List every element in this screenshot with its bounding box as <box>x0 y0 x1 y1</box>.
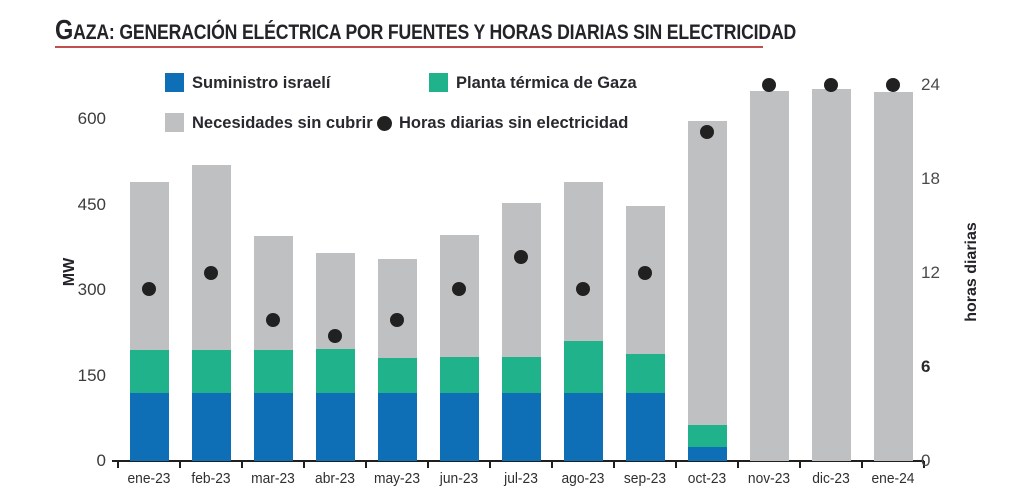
hours-dot-may-23 <box>390 312 404 327</box>
legend-swatch-unmet <box>165 113 184 132</box>
legend-label-unmet: Necesidades sin cubrir <box>192 114 373 132</box>
bar-sep-23-planta-t-rmica-de-gaza <box>625 353 665 393</box>
bar-ene-23-planta-t-rmica-de-gaza <box>129 349 169 393</box>
x-tick-mar-23: mar-23 <box>251 470 295 487</box>
bar-ene-23-necesidades-sin-cubrir <box>129 181 169 350</box>
right-tick-0: 0 <box>921 451 931 470</box>
x-axis-tick <box>551 461 553 468</box>
hours-dot-jul-23 <box>514 250 528 265</box>
left-tick-600: 600 <box>77 109 106 128</box>
hours-dot-abr-23 <box>328 328 342 343</box>
bar-abr-23-planta-t-rmica-de-gaza <box>315 349 355 393</box>
left-tick-0: 0 <box>96 451 106 470</box>
x-tick-abr-23: abr-23 <box>315 470 355 487</box>
legend-label-israeli: Suministro israelí <box>192 74 331 92</box>
bar-jun-23-necesidades-sin-cubrir <box>439 234 479 358</box>
legend-label-hours: Horas diarias sin electricidad <box>399 114 629 132</box>
x-axis-tick <box>365 461 367 468</box>
bar-jul-23-necesidades-sin-cubrir <box>501 202 541 357</box>
bar-may-23-planta-t-rmica-de-gaza <box>377 358 417 393</box>
left-tick-150: 150 <box>77 365 106 385</box>
right-tick-6: 6 <box>921 356 931 376</box>
left-tick-300: 300 <box>77 280 106 299</box>
right-tick-18: 18 <box>921 168 940 188</box>
hours-dot-oct-23 <box>700 124 714 139</box>
legend-swatch-israeli <box>165 73 184 92</box>
x-tick-sep-23: sep-23 <box>623 470 667 487</box>
bar-oct-23-necesidades-sin-cubrir <box>687 121 727 426</box>
x-tick-ene-24: ene-24 <box>871 470 915 487</box>
x-axis-tick <box>737 461 739 468</box>
chart-title-text: AZA: GENERACIÓN ELÉCTRICA POR FUENTES Y … <box>73 21 797 44</box>
bar-jun-23-planta-t-rmica-de-gaza <box>439 357 479 393</box>
x-tick-oct-23: oct-23 <box>687 470 727 487</box>
bar-may-23-suministro-israel- <box>377 392 417 461</box>
x-axis-tick <box>675 461 677 468</box>
x-axis-tick <box>861 461 863 468</box>
x-axis-tick <box>613 461 615 468</box>
x-axis-tick <box>799 461 801 468</box>
bar-jul-23-planta-t-rmica-de-gaza <box>501 356 541 393</box>
bar-mar-23-necesidades-sin-cubrir <box>253 235 293 350</box>
bar-may-23-necesidades-sin-cubrir <box>377 258 417 359</box>
hours-dot-ene-23 <box>142 281 156 296</box>
x-axis-tick <box>241 461 243 468</box>
bar-sep-23-suministro-israel- <box>625 392 665 461</box>
bar-mar-23-planta-t-rmica-de-gaza <box>253 349 293 393</box>
hours-dot-sep-23 <box>638 265 652 280</box>
chart-title-initial: G <box>55 14 74 45</box>
right-axis-title: horas diarias <box>963 222 980 322</box>
bar-mar-23-suministro-israel- <box>253 392 293 461</box>
right-tick-12: 12 <box>921 262 940 282</box>
x-axis-tick <box>427 461 429 468</box>
x-tick-dic-23: dic-23 <box>812 470 850 487</box>
x-axis-tick <box>303 461 305 468</box>
legend-label-gpp: Planta térmica de Gaza <box>456 74 637 92</box>
bar-jul-23-suministro-israel- <box>501 392 541 461</box>
bar-ago-23-planta-t-rmica-de-gaza <box>563 341 603 393</box>
x-tick-nov-23: nov-23 <box>747 470 791 487</box>
bar-ene-23-suministro-israel- <box>129 392 169 461</box>
bar-feb-23-necesidades-sin-cubrir <box>191 164 231 350</box>
bar-abr-23-suministro-israel- <box>315 392 355 461</box>
x-axis-tick <box>489 461 491 468</box>
x-axis-tick <box>179 461 181 468</box>
x-tick-may-23: may-23 <box>373 470 421 487</box>
x-tick-jul-23: jul-23 <box>504 470 538 487</box>
bar-jun-23-suministro-israel- <box>439 392 479 461</box>
bar-feb-23-suministro-israel- <box>191 392 231 461</box>
bar-oct-23-planta-t-rmica-de-gaza <box>687 425 727 447</box>
hours-dot-ene-24 <box>886 77 900 92</box>
hours-dot-mar-23 <box>266 312 280 327</box>
bar-dic-23-necesidades-sin-cubrir <box>811 89 851 461</box>
legend-swatch-gpp <box>429 73 448 92</box>
title-underline-rule <box>55 46 763 48</box>
x-tick-feb-23: feb-23 <box>191 470 231 487</box>
hours-dot-feb-23 <box>204 265 218 280</box>
right-tick-24: 24 <box>921 74 940 94</box>
x-tick-jun-23: jun-23 <box>439 470 479 487</box>
hours-dot-nov-23 <box>762 77 776 92</box>
x-tick-ene-23: ene-23 <box>127 470 171 487</box>
bar-feb-23-planta-t-rmica-de-gaza <box>191 349 231 393</box>
bar-ago-23-necesidades-sin-cubrir <box>563 181 603 342</box>
x-tick-ago-23: ago-23 <box>561 470 605 487</box>
left-tick-450: 450 <box>77 194 106 214</box>
hours-dot-dic-23 <box>824 77 838 92</box>
x-axis-tick <box>117 461 119 468</box>
hours-dot-ago-23 <box>576 281 590 296</box>
bar-ene-24-necesidades-sin-cubrir <box>873 92 913 461</box>
legend-dot-hours-icon <box>377 116 392 131</box>
bar-ago-23-suministro-israel- <box>563 392 603 461</box>
bar-oct-23-suministro-israel- <box>687 446 727 461</box>
chart-title: GAZA: GENERACIÓN ELÉCTRICA POR FUENTES Y… <box>55 15 796 48</box>
x-axis-tick <box>923 461 925 468</box>
hours-dot-jun-23 <box>452 281 466 296</box>
x-axis-line <box>112 460 924 462</box>
bar-nov-23-necesidades-sin-cubrir <box>749 90 789 461</box>
